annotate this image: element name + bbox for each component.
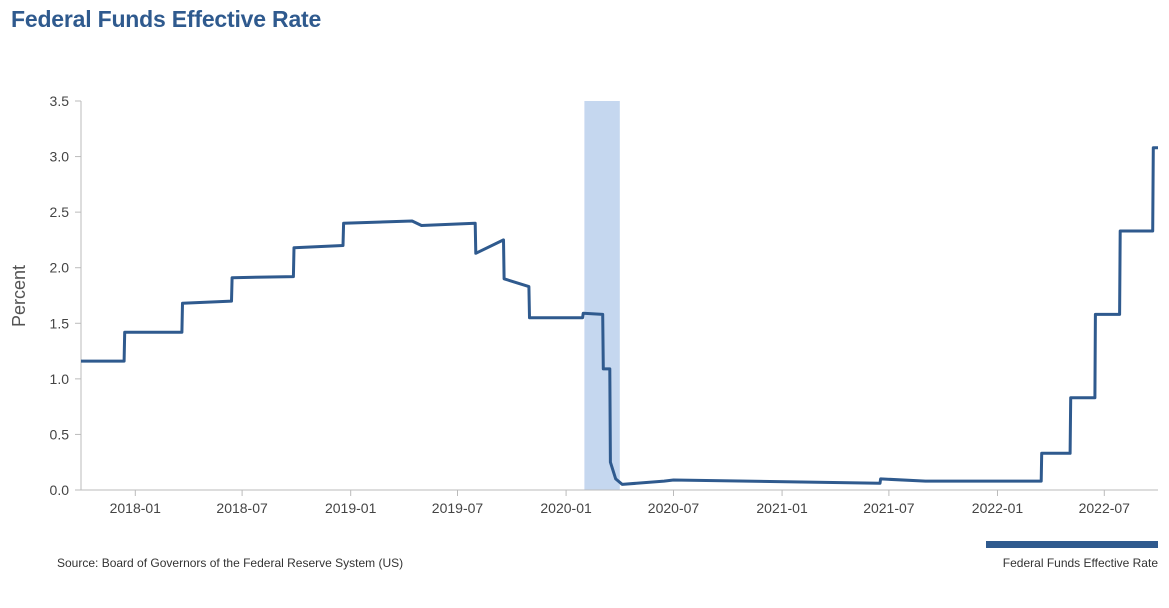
source-note: Source: Board of Governors of the Federa… — [57, 556, 404, 570]
x-tick-label: 2022-07 — [1079, 500, 1131, 516]
y-tick-label: 0.5 — [50, 426, 70, 442]
x-tick-label: 2019-01 — [325, 500, 377, 516]
y-tick-label: 2.5 — [50, 204, 70, 220]
y-tick-label: 1.0 — [50, 371, 70, 387]
x-tick-label: 2021-01 — [756, 500, 808, 516]
series-line — [81, 146, 1158, 486]
y-tick-label: 3.0 — [50, 149, 70, 165]
x-tick-label: 2018-01 — [110, 500, 162, 516]
y-tick-label: 0.0 — [50, 482, 70, 498]
x-tick-label: 2019-07 — [432, 500, 484, 516]
x-tick-label: 2020-01 — [540, 500, 592, 516]
x-tick-label: 2018-07 — [216, 500, 268, 516]
legend: Federal Funds Effective Rate — [982, 541, 1158, 570]
chart-title: Federal Funds Effective Rate — [11, 6, 322, 32]
recession-band — [584, 101, 620, 490]
legend-label: Federal Funds Effective Rate — [1002, 556, 1158, 570]
x-tick-label: 2021-07 — [863, 500, 915, 516]
axes: 0.0 0.5 1.0 1.5 2.0 2.5 3.0 3.5 2018-01 2018-07 20… — [50, 93, 1158, 516]
series-layer — [81, 146, 1158, 486]
y-tick-label: 2.0 — [50, 260, 70, 276]
x-tick-label: 2022-01 — [972, 500, 1024, 516]
y-axis-title: Percent — [9, 265, 29, 327]
y-tick-label: 1.5 — [50, 315, 70, 331]
legend-swatch — [986, 541, 1158, 548]
recession-band-layer — [584, 101, 620, 490]
x-tick-label: 2020-07 — [648, 500, 700, 516]
y-tick-label: 3.5 — [50, 93, 70, 109]
